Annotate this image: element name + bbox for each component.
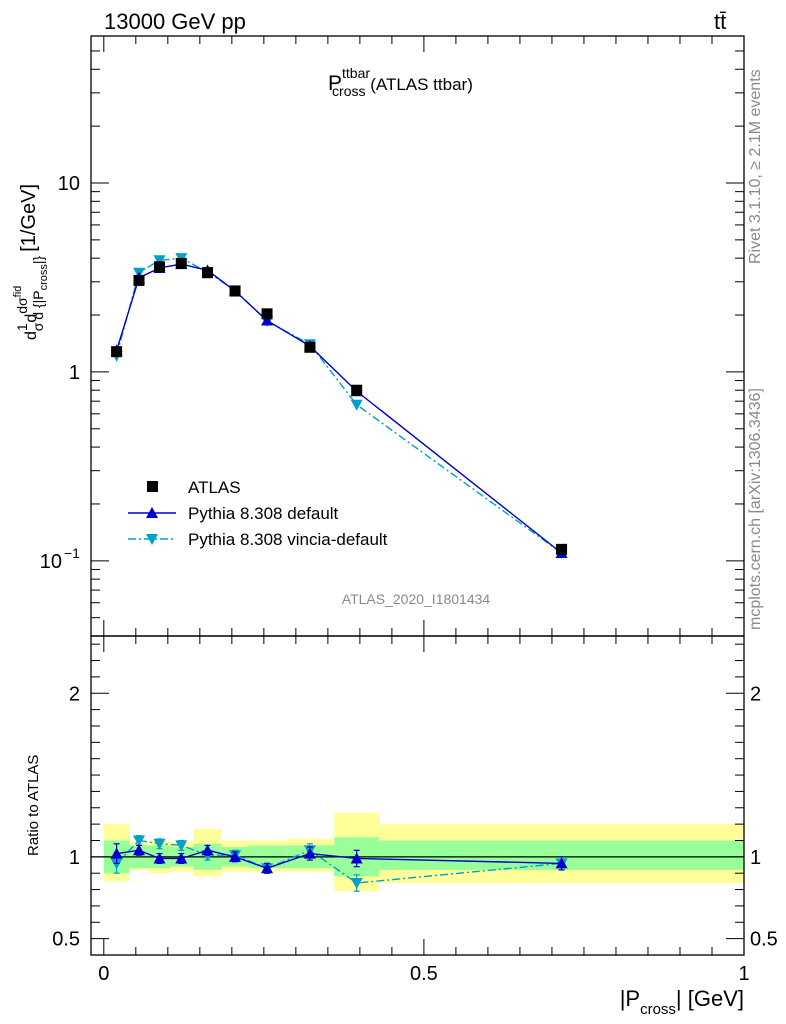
point-atlas <box>154 261 166 273</box>
ratio-point-pythia-8-308-default <box>153 852 166 864</box>
x-tick-label: 0.5 <box>410 963 438 985</box>
ratio-point-pythia-8-308-default <box>175 852 188 864</box>
series-line-pythia-8-308-vincia-default <box>115 257 562 554</box>
process-label: tt̄ <box>714 9 726 34</box>
main-ylabel-text: d1σddσfid d {|Pcross|}[1/GeV] <box>12 184 50 340</box>
series-line-pythia-8-308-default <box>115 263 562 554</box>
rivet-label: Rivet 3.1.10, ≥ 2.1M events <box>747 69 764 264</box>
point-atlas <box>556 543 568 555</box>
x-axis-label: |Pcross| [GeV] <box>620 986 744 1018</box>
point-atlas <box>229 285 241 297</box>
legend-label-vincia: Pythia 8.308 vincia-default <box>188 530 388 549</box>
ratio-point-pythia-8-308-vincia-default <box>133 835 146 847</box>
ratio-point-pythia-8-308-vincia-default <box>350 878 363 890</box>
x-tick-label: 1 <box>738 963 749 985</box>
plot-title-sup: ttbar <box>342 65 370 81</box>
plot-title-sub: cross <box>332 83 365 99</box>
x-tick-label: 0 <box>98 963 109 985</box>
y-tick-label: 1 <box>69 362 80 384</box>
ratio-point-pythia-8-308-vincia-default <box>153 838 166 850</box>
plot-title: Pttbar cross (ATLAS ttbar) <box>328 65 473 99</box>
legend-label-default: Pythia 8.308 default <box>188 504 339 523</box>
point-atlas <box>202 267 214 279</box>
plot-title-main: P <box>328 72 342 95</box>
ratio-point-pythia-8-308-default <box>110 847 123 859</box>
legend: ATLAS Pythia 8.308 default Pythia 8.308 … <box>128 478 388 549</box>
ratio-line-pythia-8-308-vincia-default <box>116 839 562 884</box>
ratio-point-pythia-8-308-default <box>303 847 316 859</box>
ratio-frame <box>90 635 745 956</box>
ratio-y-tick-label-right: 0.5 <box>750 929 778 951</box>
point-pythia-8-308-vincia-default <box>153 255 166 267</box>
ratio-panel: 0 0.5 10.5 0.51 12 2 <box>52 635 778 985</box>
ratio-y-tick-label: 2 <box>69 683 80 705</box>
point-pythia-8-308-default <box>261 314 274 326</box>
legend-label-atlas: ATLAS <box>188 478 241 497</box>
y-tick-exponent: −1 <box>64 545 80 561</box>
y-tick-label: 10 <box>58 173 80 195</box>
mcplots-label: mcplots.cern.ch [arXiv:1306.3436] <box>747 388 764 630</box>
analysis-id: ATLAS_2020_I1801434 <box>342 591 491 607</box>
ratio-point-pythia-8-308-default <box>555 857 568 869</box>
point-atlas <box>261 308 273 320</box>
legend-marker-atlas <box>147 481 158 492</box>
plot-title-rest: (ATLAS ttbar) <box>365 75 472 94</box>
beam-label: 13000 GeV pp <box>104 9 246 34</box>
point-atlas <box>175 257 187 269</box>
ratio-ylabel: Ratio to ATLAS <box>25 755 42 856</box>
main-ylabel: d1σddσfid d {|Pcross|}[1/GeV] <box>12 184 50 340</box>
point-atlas <box>304 341 316 353</box>
ratio-y-tick-label-right: 1 <box>750 847 761 869</box>
ratio-point-pythia-8-308-default <box>261 862 274 874</box>
point-atlas <box>351 384 363 396</box>
point-atlas <box>133 274 145 286</box>
ratio-point-pythia-8-308-default <box>201 844 214 856</box>
ratio-y-tick-label-right: 2 <box>750 683 761 705</box>
ratio-point-pythia-8-308-default <box>133 844 146 856</box>
ratio-y-tick-label: 0.5 <box>52 929 80 951</box>
point-atlas <box>111 346 123 358</box>
legend-marker-default <box>146 507 158 518</box>
ratio-line-pythia-8-308-default <box>116 849 562 870</box>
ratio-y-tick-label: 1 <box>69 847 80 869</box>
legend-marker-vincia <box>146 534 158 545</box>
ratio-point-pythia-8-308-vincia-default <box>175 840 188 852</box>
point-pythia-8-308-vincia-default <box>350 399 363 411</box>
ratio-point-pythia-8-308-default <box>229 850 242 862</box>
ratio-point-pythia-8-308-default <box>350 852 363 864</box>
y-tick-label: 10 <box>40 551 62 573</box>
